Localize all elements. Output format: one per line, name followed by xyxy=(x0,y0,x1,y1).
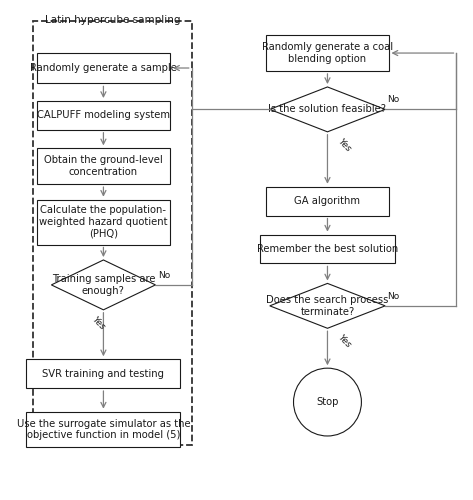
Text: Yes: Yes xyxy=(336,137,352,154)
FancyBboxPatch shape xyxy=(266,186,389,216)
Text: Stop: Stop xyxy=(316,397,339,407)
Polygon shape xyxy=(270,284,385,329)
Ellipse shape xyxy=(294,368,361,436)
FancyBboxPatch shape xyxy=(37,52,170,84)
Text: Randomly generate a sample: Randomly generate a sample xyxy=(30,63,177,73)
Polygon shape xyxy=(52,260,156,310)
FancyBboxPatch shape xyxy=(37,148,170,184)
FancyBboxPatch shape xyxy=(26,359,180,388)
Text: No: No xyxy=(387,96,400,104)
Text: GA algorithm: GA algorithm xyxy=(295,196,360,206)
Text: Yes: Yes xyxy=(336,334,352,350)
FancyBboxPatch shape xyxy=(26,412,180,448)
Text: Training samples are
enough?: Training samples are enough? xyxy=(52,274,155,295)
FancyBboxPatch shape xyxy=(37,200,170,244)
Text: Yes: Yes xyxy=(90,315,107,332)
Text: Does the search process
terminate?: Does the search process terminate? xyxy=(266,295,389,316)
FancyBboxPatch shape xyxy=(37,101,170,130)
Text: Use the surrogate simulator as the
objective function in model (5): Use the surrogate simulator as the objec… xyxy=(17,418,190,440)
FancyBboxPatch shape xyxy=(266,35,389,71)
Text: CALPUFF modeling system: CALPUFF modeling system xyxy=(37,110,170,120)
Polygon shape xyxy=(270,87,385,132)
FancyBboxPatch shape xyxy=(260,234,395,264)
Text: No: No xyxy=(158,271,170,280)
Text: Obtain the ground-level
concentration: Obtain the ground-level concentration xyxy=(44,156,163,177)
Text: Is the solution feasible?: Is the solution feasible? xyxy=(269,104,386,115)
Text: Latin hypercube sampling: Latin hypercube sampling xyxy=(44,14,180,24)
Text: SVR training and testing: SVR training and testing xyxy=(43,368,165,378)
Text: Randomly generate a coal
blending option: Randomly generate a coal blending option xyxy=(262,42,393,64)
Text: Remember the best solution: Remember the best solution xyxy=(257,244,398,254)
Text: No: No xyxy=(387,292,400,301)
Text: Calculate the population-
weighted hazard quotient
(PHQ): Calculate the population- weighted hazar… xyxy=(39,206,167,238)
